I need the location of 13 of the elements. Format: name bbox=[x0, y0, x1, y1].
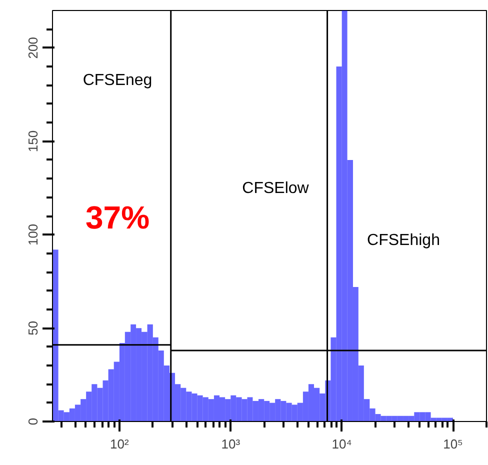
annotation: CFSEneg bbox=[82, 72, 152, 89]
annotation: CFSElow bbox=[242, 180, 310, 197]
y-tick-label: 0 bbox=[26, 418, 40, 426]
annotation: 37% bbox=[85, 200, 150, 236]
x-tick-label: 10³ bbox=[221, 436, 241, 452]
x-tick-label: 10⁵ bbox=[443, 436, 463, 452]
y-tick-label: 150 bbox=[26, 130, 40, 152]
annotation: CFSEhigh bbox=[367, 232, 440, 249]
y-tick-label: 100 bbox=[26, 224, 40, 246]
y-tick-label: 50 bbox=[26, 320, 40, 336]
x-tick-label: 10⁴ bbox=[332, 436, 352, 452]
x-tick-label: 10² bbox=[110, 436, 130, 452]
y-tick-label: 200 bbox=[26, 37, 40, 59]
